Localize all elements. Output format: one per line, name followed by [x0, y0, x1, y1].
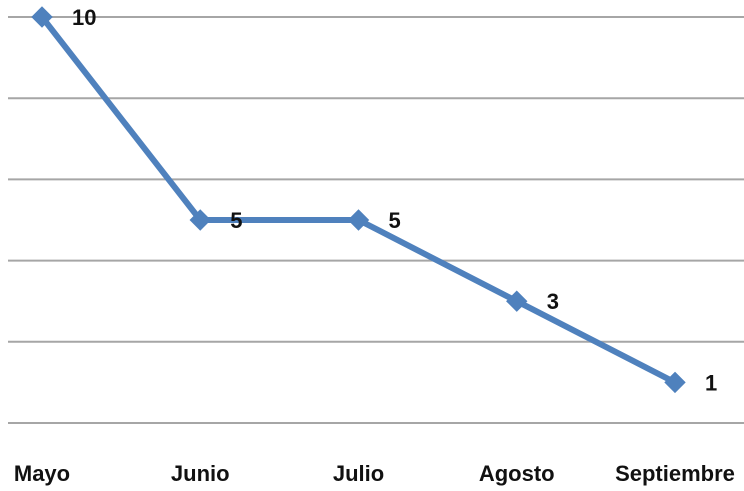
markers: [31, 6, 686, 394]
series-line: [39, 14, 678, 386]
x-axis-tick-labels: Mayo Junio Julio Agosto Septiembre: [14, 461, 735, 486]
x-tick-label: Agosto: [479, 461, 555, 486]
data-point-marker: [347, 209, 370, 231]
data-label: 10: [72, 5, 96, 30]
x-tick-label: Julio: [333, 461, 384, 486]
data-label: 5: [230, 208, 242, 233]
x-tick-label: Septiembre: [615, 461, 735, 486]
x-tick-label: Junio: [171, 461, 230, 486]
gridlines: [8, 16, 744, 424]
data-point-marker: [189, 209, 211, 231]
data-point-marker: [506, 290, 528, 312]
data-labels: 10 5 5 3 1: [72, 5, 717, 395]
data-point-marker: [31, 6, 53, 28]
series-layer: [39, 14, 678, 386]
data-point-marker: [664, 371, 686, 394]
data-label: 5: [389, 208, 401, 233]
x-tick-label: Mayo: [14, 461, 70, 486]
data-label: 1: [705, 370, 717, 395]
data-label: 3: [547, 289, 559, 314]
